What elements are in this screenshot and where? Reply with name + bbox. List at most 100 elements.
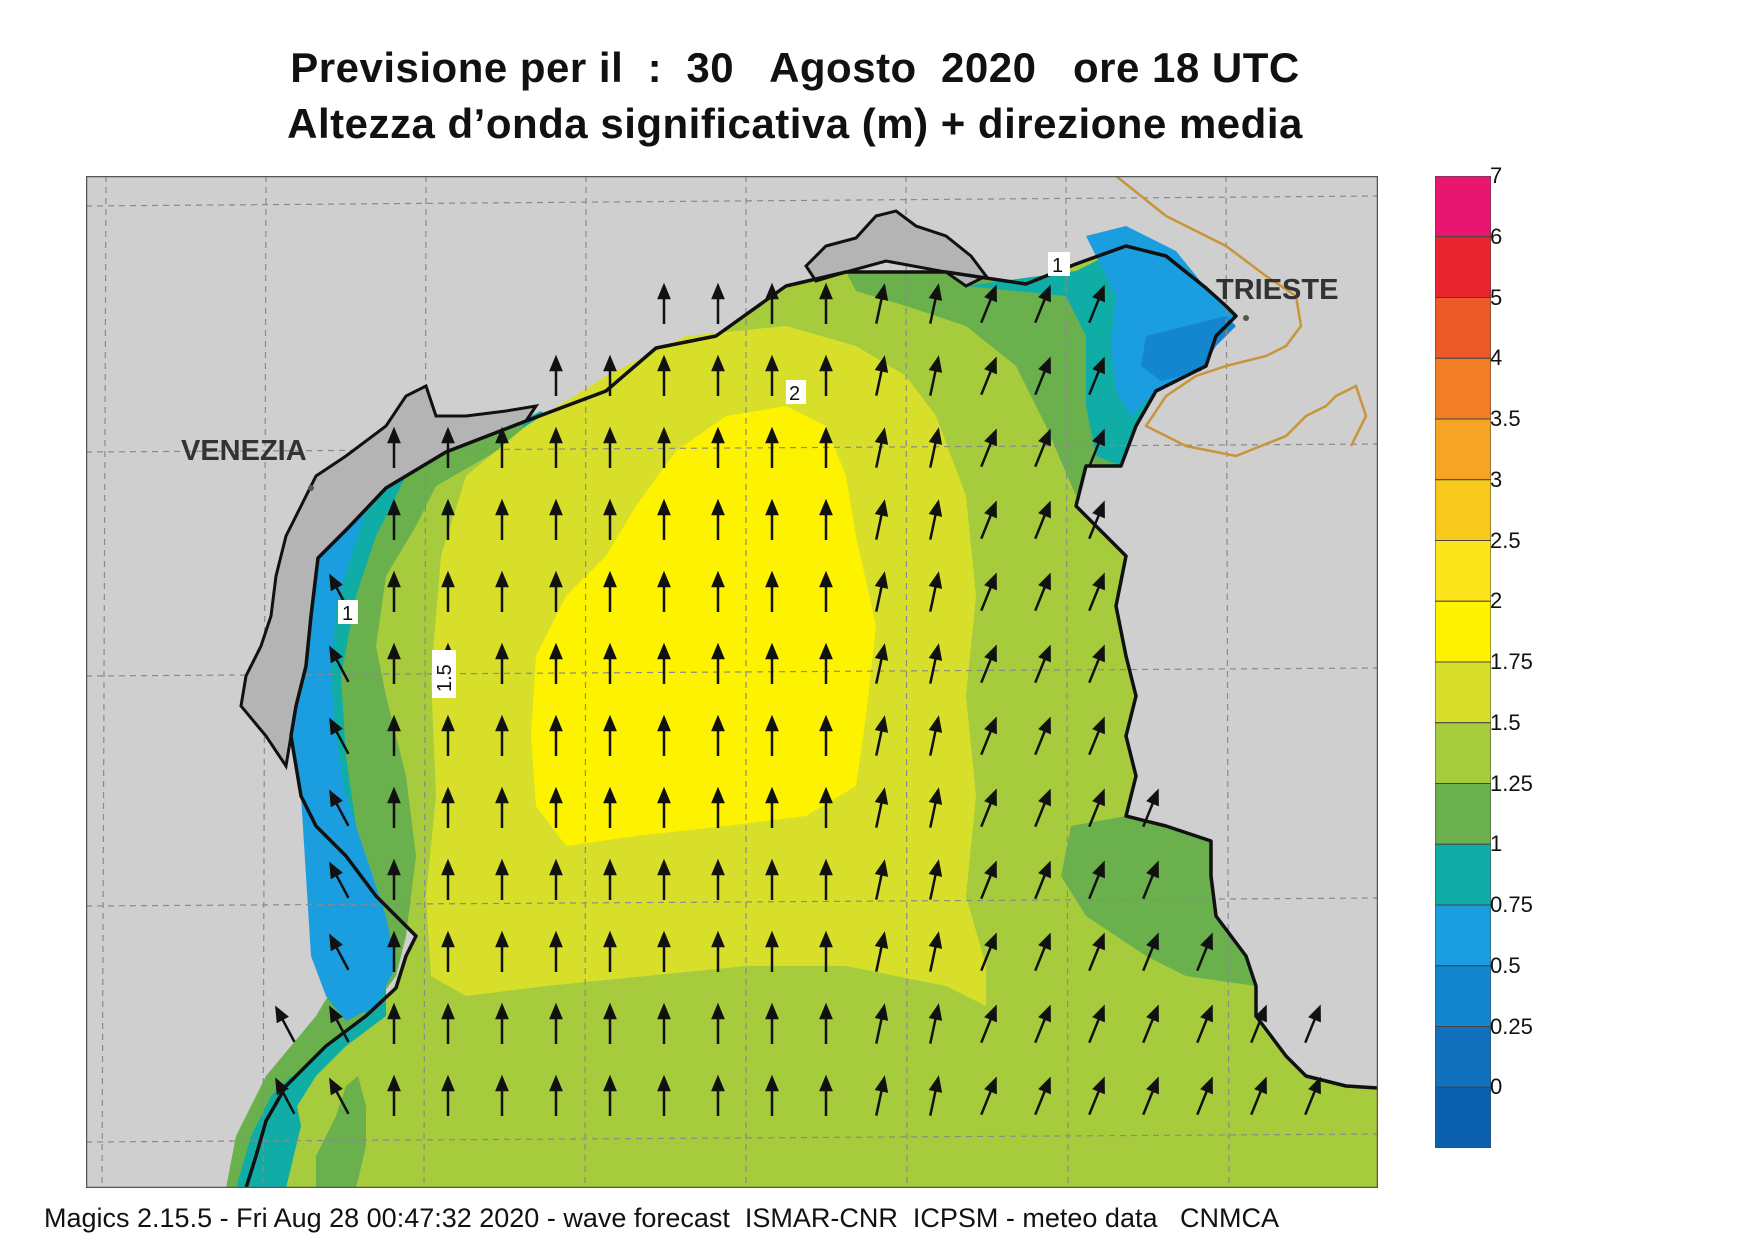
wave-arrow	[1088, 788, 1105, 828]
wave-arrow	[765, 714, 779, 756]
wave-arrow	[657, 858, 671, 900]
wave-arrow	[765, 1002, 779, 1044]
wave-arrow	[329, 861, 350, 899]
wave-arrow	[874, 643, 889, 684]
zone-125	[846, 271, 1121, 496]
wave-arrow	[441, 714, 455, 756]
wave-arrow	[657, 354, 671, 396]
wave-arrow	[657, 714, 671, 756]
wave-arrow	[928, 427, 943, 468]
wave-arrow	[819, 570, 833, 612]
wave-arrow	[765, 858, 779, 900]
wave-arrow	[1088, 716, 1105, 756]
wave-arrow	[874, 283, 889, 324]
colorbar-swatch	[1435, 600, 1491, 663]
wave-arrow	[387, 642, 401, 684]
wave-arrow	[1034, 1004, 1051, 1044]
wave-arrow	[495, 930, 509, 972]
colorbar-label: 5	[1490, 284, 1503, 310]
wave-arrow	[711, 1074, 725, 1116]
wave-arrow	[387, 426, 401, 468]
wave-arrow	[549, 930, 563, 972]
wave-arrow	[765, 1074, 779, 1116]
colorbar-label: 2.5	[1490, 527, 1521, 553]
wave-arrow	[441, 1074, 455, 1116]
wave-arrow	[1088, 284, 1105, 324]
wave-arrow	[874, 715, 889, 756]
wave-arrow	[765, 786, 779, 828]
colorbar-label: 6	[1490, 223, 1503, 249]
wave-arrow	[387, 1074, 401, 1116]
wave-arrow	[1142, 1004, 1159, 1044]
colorbar-swatch	[1435, 965, 1491, 1027]
wave-arrow	[874, 1075, 889, 1116]
wave-arrow	[387, 858, 401, 900]
wave-arrow	[495, 1002, 509, 1044]
colorbar-swatch	[1435, 783, 1491, 845]
map-title-line2: Altezza d’onda significativa (m) + direz…	[287, 100, 1303, 147]
zone-075-w	[291, 511, 396, 1021]
wave-arrow	[549, 498, 563, 540]
wave-arrow	[819, 354, 833, 396]
wave-arrow	[603, 1002, 617, 1044]
wave-arrow	[1196, 1076, 1213, 1116]
wave-arrow	[495, 786, 509, 828]
colorbar-swatch	[1435, 843, 1491, 906]
wave-arrow	[819, 858, 833, 900]
wave-arrow	[1142, 1076, 1159, 1116]
wave-arrow	[1034, 1076, 1051, 1116]
city-label-venezia: VENEZIA	[181, 435, 307, 467]
wave-arrow	[603, 354, 617, 396]
wave-arrow	[495, 498, 509, 540]
colorbar-swatch	[1435, 176, 1491, 238]
colorbar-swatch	[1435, 1026, 1491, 1088]
wave-arrow	[657, 642, 671, 684]
wave-arrow	[1196, 1004, 1213, 1044]
colorbar-swatch	[1435, 540, 1491, 602]
wave-arrow	[387, 786, 401, 828]
wave-arrow	[329, 717, 350, 755]
colorbar-label: 1	[1490, 831, 1503, 857]
wave-arrow	[819, 714, 833, 756]
border-line	[1115, 176, 1368, 458]
wave-arrow	[928, 787, 943, 828]
wave-arrow	[765, 426, 779, 468]
wave-arrow	[275, 1077, 296, 1115]
svg-text:1.5: 1.5	[434, 664, 456, 692]
svg-text:1: 1	[1052, 255, 1063, 277]
wave-arrow	[711, 354, 725, 396]
colorbar-swatch	[1435, 297, 1491, 359]
wave-arrow	[980, 284, 997, 324]
wave-arrow	[441, 426, 455, 468]
wave-arrow	[874, 931, 889, 972]
wave-arrow	[819, 1074, 833, 1116]
svg-text:1: 1	[342, 603, 353, 625]
wave-arrow	[765, 282, 779, 324]
wave-arrow	[711, 498, 725, 540]
wave-arrow	[549, 354, 563, 396]
wave-arrow	[1250, 1076, 1267, 1116]
wave-arrow	[874, 1003, 889, 1044]
wave-arrow	[711, 642, 725, 684]
wave-arrow	[387, 1002, 401, 1044]
map-title-line1: Previsione per il : 30 Agosto 2020 ore 1…	[290, 44, 1300, 91]
wave-arrow	[275, 1005, 296, 1043]
colorbar-label: 7	[1490, 163, 1503, 188]
wave-arrow	[549, 1002, 563, 1044]
wave-arrow	[387, 714, 401, 756]
wave-arrow	[657, 786, 671, 828]
wave-arrow	[874, 787, 889, 828]
svg-text:2: 2	[789, 383, 800, 405]
wave-arrow	[980, 932, 997, 972]
wave-arrow	[980, 716, 997, 756]
wave-arrow	[495, 570, 509, 612]
colorbar-swatch	[1435, 1086, 1491, 1148]
wave-arrow	[1304, 1004, 1321, 1044]
wave-arrow	[1034, 284, 1051, 324]
wave-arrow	[657, 498, 671, 540]
colorbar-label: 0.5	[1490, 952, 1521, 978]
contour-label-2: 2	[786, 380, 806, 405]
wave-arrow	[1142, 860, 1159, 900]
wave-arrow	[495, 1074, 509, 1116]
wave-arrow	[549, 786, 563, 828]
